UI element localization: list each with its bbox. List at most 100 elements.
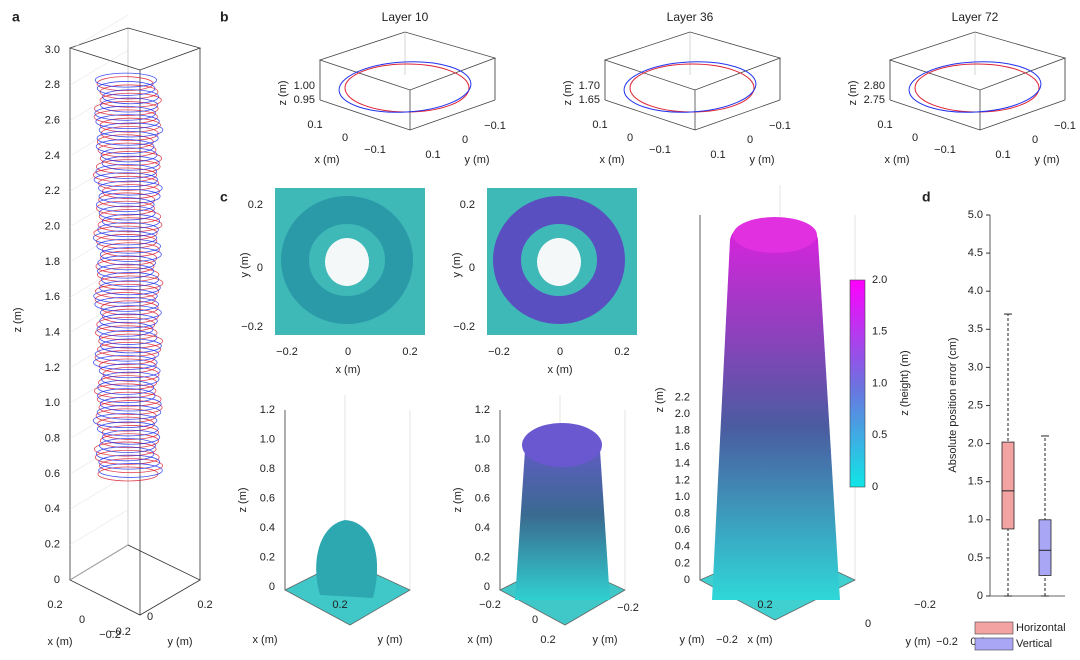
y-tick-label: 4.5 bbox=[968, 247, 983, 259]
legend-swatch bbox=[974, 637, 1014, 651]
scan-top bbox=[733, 217, 817, 253]
z-tick-label: 3.0 bbox=[45, 44, 60, 56]
trajectory-ring bbox=[101, 213, 161, 229]
z-tick-label: 1.0 bbox=[260, 433, 275, 445]
axis-label: z (m) bbox=[277, 80, 289, 105]
layer-path bbox=[914, 63, 1040, 113]
axis-label: x (m) bbox=[252, 634, 277, 646]
y-tick-label: 0 bbox=[747, 134, 753, 146]
z-tick-label: 0.8 bbox=[260, 463, 275, 475]
grid-line bbox=[69, 50, 129, 86]
trajectory-ring bbox=[97, 342, 162, 357]
y-tick-label: 1.0 bbox=[968, 514, 983, 526]
trajectory-ring bbox=[97, 255, 156, 271]
axis-label: z (m) bbox=[12, 307, 24, 332]
x-tick-label: −0.2 bbox=[479, 599, 501, 611]
z-tick-label: 0.2 bbox=[675, 557, 690, 569]
trajectory-ring bbox=[97, 388, 156, 404]
scan-ring bbox=[493, 196, 625, 324]
axis-label: y (m) bbox=[377, 634, 402, 646]
y-tick-label: 0.1 bbox=[710, 149, 725, 161]
x-tick-label: 0.1 bbox=[307, 119, 322, 131]
trajectory-ring bbox=[101, 429, 161, 445]
trajectory-ring bbox=[97, 379, 155, 395]
y-tick-label: 3.5 bbox=[968, 323, 983, 335]
trajectory-ring bbox=[99, 92, 162, 108]
trajectory-ring bbox=[96, 130, 159, 146]
x-tick-label: 0.2 bbox=[332, 599, 347, 611]
trajectory-ring bbox=[99, 305, 162, 321]
grid-line bbox=[69, 403, 129, 439]
x-tick-label: 0 bbox=[627, 132, 633, 144]
z-tick-label: 1.65 bbox=[579, 94, 600, 106]
trajectory-ring bbox=[96, 321, 154, 337]
trajectory-ring bbox=[95, 325, 158, 341]
grid-line bbox=[69, 191, 129, 227]
axis-label: z (m) bbox=[562, 80, 574, 105]
scan-hole bbox=[537, 238, 581, 286]
x-tick-label: −0.1 bbox=[934, 144, 956, 156]
y-tick-label: 1.5 bbox=[968, 476, 983, 488]
axis-label: y (m) bbox=[1034, 154, 1059, 166]
trajectory-ring bbox=[96, 404, 162, 420]
trajectory-ring bbox=[96, 421, 159, 437]
trajectory-ring bbox=[93, 109, 158, 125]
z-tick-label: 0.2 bbox=[45, 539, 60, 551]
trajectory-ring bbox=[98, 463, 163, 478]
trajectory-ring bbox=[99, 433, 159, 449]
axis-label: x (m) bbox=[747, 634, 772, 646]
trajectory-ring bbox=[99, 247, 162, 262]
z-tick-label: 0 bbox=[54, 574, 60, 586]
trajectory-ring bbox=[98, 209, 162, 224]
layer-path bbox=[908, 61, 1042, 113]
trajectory-ring bbox=[100, 300, 159, 316]
y-tick-label: 5.0 bbox=[968, 209, 983, 221]
y-tick-label: 0.5 bbox=[968, 552, 983, 564]
legend-swatch bbox=[974, 621, 1014, 635]
z-tick-label: 0.2 bbox=[260, 551, 275, 563]
z-tick-label: 0.6 bbox=[475, 492, 490, 504]
y-tick-label: 0 bbox=[147, 611, 153, 623]
axis-label: z (m) bbox=[237, 487, 249, 512]
x-tick-label: 0 bbox=[342, 132, 348, 144]
z-tick-label: 2.2 bbox=[675, 391, 690, 403]
z-tick-label: 1.4 bbox=[45, 327, 60, 339]
axis-label: y (m) bbox=[592, 634, 617, 646]
trajectory-ring bbox=[94, 346, 160, 362]
trajectory-ring bbox=[93, 225, 158, 241]
outline bbox=[68, 27, 202, 71]
trajectory-ring bbox=[98, 275, 164, 291]
grid-line bbox=[69, 544, 129, 581]
trajectory-ring bbox=[97, 222, 159, 238]
scan-ring bbox=[281, 196, 413, 324]
subplot-title: Layer 72 bbox=[952, 10, 999, 24]
z-tick-label: 0.6 bbox=[45, 468, 60, 480]
axis-label: y (m) bbox=[239, 252, 251, 277]
z-tick-label: 0.4 bbox=[675, 541, 690, 553]
z-tick-label: 2.0 bbox=[675, 408, 690, 420]
axis-label: y (m) bbox=[679, 634, 704, 646]
y-tick-label: 4.0 bbox=[968, 285, 983, 297]
trajectory-ring bbox=[93, 383, 157, 399]
x-tick-label: 0.2 bbox=[757, 599, 772, 611]
trajectory-ring bbox=[92, 167, 158, 183]
trajectory-ring bbox=[98, 358, 157, 374]
trajectory-ring bbox=[94, 72, 157, 88]
axis-label: x (m) bbox=[335, 364, 360, 376]
panel-label: d bbox=[922, 189, 931, 205]
trajectory-ring bbox=[94, 292, 156, 307]
z-tick-label: 1.2 bbox=[475, 404, 490, 416]
z-tick-label: 1.6 bbox=[675, 441, 690, 453]
trajectory-ring bbox=[97, 142, 157, 158]
trajectory-ring bbox=[98, 333, 163, 349]
y-tick-label: 0 bbox=[469, 262, 475, 274]
trajectory-ring bbox=[96, 391, 162, 407]
grid-line bbox=[69, 474, 129, 510]
y-tick-label: 0 bbox=[977, 590, 983, 602]
outline bbox=[603, 31, 782, 91]
x-tick-label: 0.2 bbox=[614, 346, 629, 358]
colorbar-label: z (height) (m) bbox=[899, 350, 911, 415]
x-tick-label: −0.1 bbox=[364, 144, 386, 156]
trajectory-ring bbox=[95, 159, 161, 175]
trajectory-ring bbox=[102, 89, 159, 105]
